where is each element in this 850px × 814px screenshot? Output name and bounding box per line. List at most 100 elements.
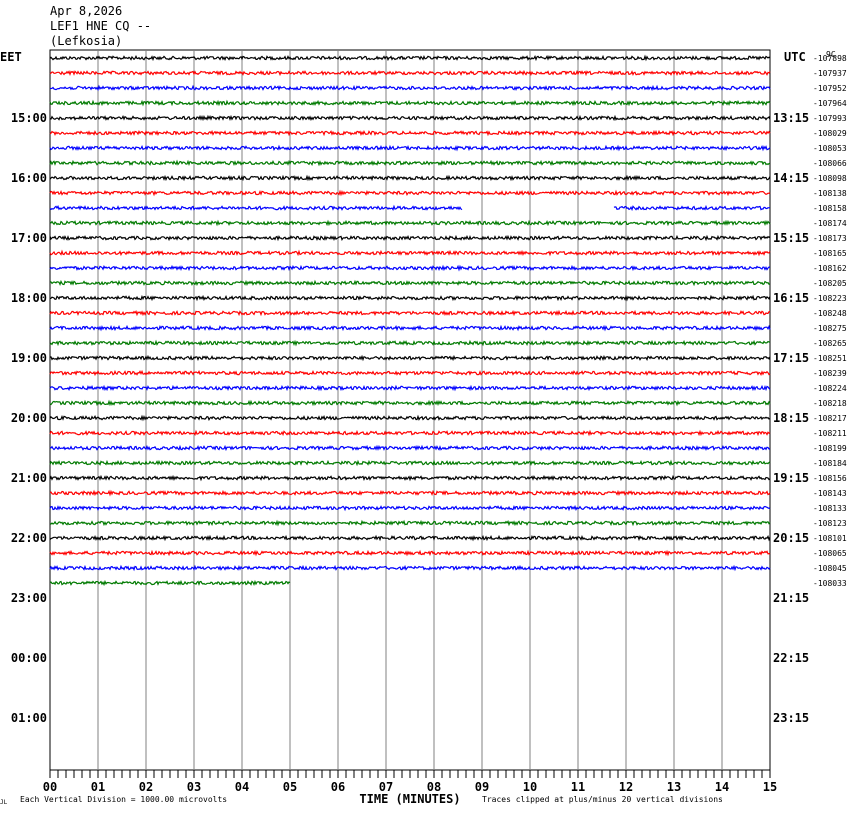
row-value-label: -108138 [813, 189, 847, 198]
x-tick-label: 07 [379, 780, 393, 794]
row-value-label: -107898 [813, 54, 847, 63]
right-hour-label: 18:15 [773, 411, 809, 425]
seismic-trace [49, 399, 771, 407]
row-value-label: -108053 [813, 144, 847, 153]
left-hour-label: 16:00 [11, 171, 47, 185]
row-value-label: -108217 [813, 414, 847, 423]
seismic-trace [49, 474, 771, 482]
seismic-trace [49, 174, 771, 182]
seismic-trace [49, 429, 771, 437]
date-title: Apr 8,2026 [50, 4, 123, 18]
left-hour-label: 01:00 [11, 711, 47, 725]
seismic-trace [49, 444, 771, 452]
left-hour-label: 21:00 [11, 471, 47, 485]
seismic-trace [49, 204, 771, 212]
left-hour-label: 19:00 [11, 351, 47, 365]
right-hour-label: 14:15 [773, 171, 809, 185]
x-tick-label: 12 [619, 780, 633, 794]
seismic-trace [49, 414, 771, 422]
location-title: (Lefkosia) [50, 34, 123, 48]
row-value-label: -107964 [813, 99, 847, 108]
row-value-label: -108199 [813, 444, 847, 453]
x-tick-label: 03 [187, 780, 201, 794]
seismic-trace [49, 249, 771, 257]
x-tick-label: 11 [571, 780, 585, 794]
row-value-label: -107993 [813, 114, 847, 123]
seismic-trace [49, 189, 771, 197]
seismic-trace [49, 549, 771, 557]
row-value-label: -108248 [813, 309, 847, 318]
seismic-trace [49, 69, 771, 77]
row-value-label: -108133 [813, 504, 847, 513]
right-hour-label: 15:15 [773, 231, 809, 245]
seismic-trace [49, 309, 771, 317]
seismic-trace [49, 339, 771, 347]
left-zone-label: EET [0, 50, 22, 64]
seismic-trace [49, 354, 771, 362]
row-value-label: -108066 [813, 159, 847, 168]
x-tick-label: 01 [91, 780, 105, 794]
seismic-trace [49, 159, 771, 167]
left-hour-label: 23:00 [11, 591, 47, 605]
x-axis-title: TIME (MINUTES) [359, 792, 460, 806]
right-hour-label: 21:15 [773, 591, 809, 605]
seismic-trace [49, 279, 771, 287]
x-tick-label: 15 [763, 780, 777, 794]
x-tick-label: 13 [667, 780, 681, 794]
row-value-label: -108065 [813, 549, 847, 558]
x-tick-label: 10 [523, 780, 537, 794]
row-value-label: -108098 [813, 174, 847, 183]
x-tick-label: 14 [715, 780, 729, 794]
right-hour-label: 22:15 [773, 651, 809, 665]
row-value-label: -108165 [813, 249, 847, 258]
seismic-trace [49, 384, 771, 392]
plot-frame [49, 49, 771, 771]
row-value-label: -108045 [813, 564, 847, 573]
x-tick-label: 09 [475, 780, 489, 794]
left-hour-label: 18:00 [11, 291, 47, 305]
row-value-label: -108029 [813, 129, 847, 138]
row-value-label: -108184 [813, 459, 847, 468]
right-hour-label: 17:15 [773, 351, 809, 365]
seismic-trace [49, 369, 771, 377]
row-value-label: -108218 [813, 399, 847, 408]
seismic-trace [50, 519, 771, 527]
row-value-label: -108205 [813, 279, 847, 288]
seismic-trace [49, 324, 771, 332]
row-value-label: -108239 [813, 369, 847, 378]
seismic-trace [49, 564, 771, 572]
left-hour-label: 17:00 [11, 231, 47, 245]
station-title: LEF1 HNE CQ -- [50, 19, 152, 33]
left-hour-label: 15:00 [11, 111, 47, 125]
corner-mark-left: JL [0, 799, 8, 806]
seismic-trace [49, 144, 771, 152]
left-hour-label: 00:00 [11, 651, 47, 665]
seismic-trace [49, 114, 771, 122]
row-value-label: -108223 [813, 294, 847, 303]
seismic-trace [49, 234, 771, 242]
row-value-label: -108101 [813, 534, 847, 543]
row-value-label: -108173 [813, 234, 847, 243]
row-value-label: -108275 [813, 324, 847, 333]
row-value-label: -107952 [813, 84, 847, 93]
seismic-trace [49, 219, 771, 227]
x-tick-label: 04 [235, 780, 249, 794]
right-hour-label: 13:15 [773, 111, 809, 125]
row-value-label: -108123 [813, 519, 847, 528]
corner-mark-right: 9C [826, 50, 836, 59]
seismic-trace [49, 264, 771, 272]
right-hour-label: 23:15 [773, 711, 809, 725]
row-value-label: -108174 [813, 219, 847, 228]
scale-note: Each Vertical Division = 1000.00 microvo… [20, 795, 227, 804]
right-hour-label: 16:15 [773, 291, 809, 305]
seismic-trace [49, 534, 771, 542]
row-value-label: -108033 [813, 579, 847, 588]
seismic-trace [49, 504, 771, 512]
x-tick-label: 00 [43, 780, 57, 794]
x-tick-label: 02 [139, 780, 153, 794]
seismic-trace [49, 489, 771, 497]
seismic-trace [49, 84, 771, 92]
seismic-trace [49, 99, 771, 107]
row-value-label: -107937 [813, 69, 847, 78]
